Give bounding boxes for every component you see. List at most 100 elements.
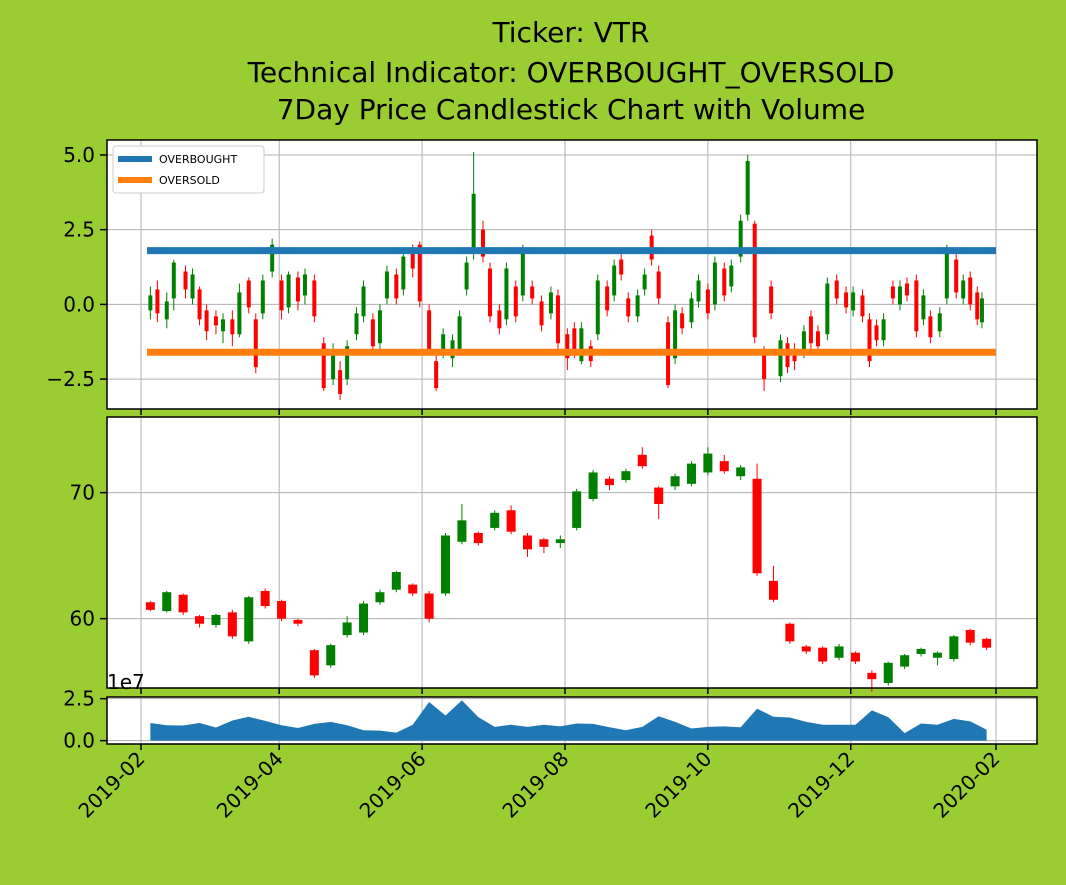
price-up-candle (916, 648, 926, 654)
indicator-down-candle (481, 229, 485, 257)
price-up-candle (883, 662, 893, 683)
indicator-up-candle (331, 349, 336, 380)
price-up-candle (555, 539, 565, 544)
x-tick-label: 2019-08 (497, 747, 573, 823)
indicator-down-candle (975, 292, 980, 320)
indicator-up-candle (354, 313, 359, 335)
indicator-down-candle (312, 280, 317, 317)
price-down-candle (752, 478, 762, 574)
indicator-up-candle (921, 295, 926, 320)
price-down-candle (982, 638, 992, 648)
indicator-up-candle (220, 319, 225, 332)
price-up-candle (441, 535, 451, 594)
indicator-down-candle (968, 277, 973, 305)
indicator-down-candle (565, 334, 570, 359)
indicator-down-candle (752, 223, 757, 338)
indicator-up-candle (801, 331, 806, 353)
price-down-candle (818, 647, 828, 662)
indicator-up-candle (260, 280, 265, 314)
indicator-up-candle (464, 262, 469, 290)
indicator-up-candle (729, 265, 734, 287)
price-down-candle (801, 646, 811, 652)
indicator-up-candle (738, 220, 743, 257)
indicator-down-candle (246, 280, 251, 308)
price-up-candle (949, 636, 959, 660)
indicator-panel-y-tick-label: 0.0 (63, 292, 95, 316)
price-up-candle (375, 592, 385, 603)
price-down-candle (227, 612, 237, 637)
price-down-candle (850, 652, 860, 662)
chart-title-indicator: Technical Indicator: OVERBOUGHT_OVERSOLD (247, 56, 895, 89)
indicator-up-candle (897, 286, 902, 305)
indicator-up-candle (270, 244, 275, 272)
indicator-up-candle (457, 316, 462, 350)
price-down-candle (654, 487, 664, 504)
price-down-candle (260, 590, 270, 607)
volume-panel-frame (106, 696, 1038, 745)
indicator-down-candle (530, 286, 535, 299)
price-up-candle (342, 622, 352, 636)
price-up-candle (686, 463, 696, 484)
indicator-up-candle (171, 262, 176, 299)
chart-title-description: 7Day Price Candlestick Chart with Volume (276, 93, 866, 126)
price-down-candle (178, 594, 188, 613)
price-down-candle (604, 478, 614, 486)
price-up-candle (162, 592, 172, 612)
price-down-candle (145, 602, 155, 610)
indicator-down-candle (370, 319, 375, 347)
price-down-candle (867, 672, 877, 680)
indicator-down-candle (427, 310, 432, 350)
indicator-up-candle (401, 256, 406, 290)
indicator-down-candle (867, 319, 872, 362)
indicator-up-candle (384, 271, 389, 299)
price-up-candle (490, 512, 500, 528)
indicator-panel-y-tick-label: −2.5 (46, 367, 95, 391)
indicator-up-candle (944, 250, 949, 299)
price-up-candle (588, 472, 598, 499)
indicator-panel-y-tick-label: 5.0 (63, 143, 95, 167)
indicator-down-candle (815, 331, 820, 347)
indicator-up-candle (881, 319, 886, 341)
price-down-candle (539, 539, 549, 547)
price-up-candle (244, 597, 254, 642)
indicator-up-candle (642, 274, 647, 290)
indicator-down-candle (928, 316, 933, 338)
indicator-up-candle (286, 274, 291, 308)
indicator-down-candle (722, 268, 727, 296)
price-up-candle (326, 645, 336, 666)
legend-label-overbought: OVERBOUGHT (159, 153, 237, 166)
x-tick-label: 2019-04 (212, 747, 288, 823)
price-panel-background (107, 417, 1037, 688)
indicator-up-candle (778, 340, 783, 377)
price-panel-y-tick-label: 70 (70, 481, 95, 505)
indicator-down-candle (513, 286, 518, 317)
indicator-up-candle (689, 298, 694, 323)
indicator-up-candle (595, 280, 600, 335)
price-panel-y-tick-label: 60 (70, 607, 95, 631)
price-up-candle (359, 603, 369, 633)
indicator-down-candle (279, 280, 284, 311)
volume-panel-y-tick-label: 2.5 (63, 687, 95, 711)
indicator-up-candle (164, 301, 169, 320)
indicator-down-candle (808, 316, 813, 344)
price-down-candle (195, 616, 205, 624)
x-tick-label: 2019-10 (640, 747, 716, 823)
x-tick-label: 2019-02 (73, 747, 149, 823)
indicator-down-candle (183, 271, 188, 290)
price-down-candle (506, 510, 516, 532)
indicator-down-candle (321, 343, 326, 389)
price-up-candle (932, 652, 942, 658)
indicator-down-candle (762, 352, 767, 380)
indicator-down-candle (394, 274, 399, 299)
volume-area (150, 700, 987, 741)
indicator-up-candle (548, 292, 553, 314)
price-up-candle (670, 476, 680, 487)
indicator-up-candle (979, 298, 984, 323)
indicator-up-candle (825, 283, 830, 335)
indicator-up-candle (612, 265, 617, 296)
price-up-candle (572, 491, 582, 528)
indicator-up-candle (471, 193, 476, 251)
indicator-up-candle (520, 247, 525, 296)
indicator-down-candle (204, 310, 209, 332)
